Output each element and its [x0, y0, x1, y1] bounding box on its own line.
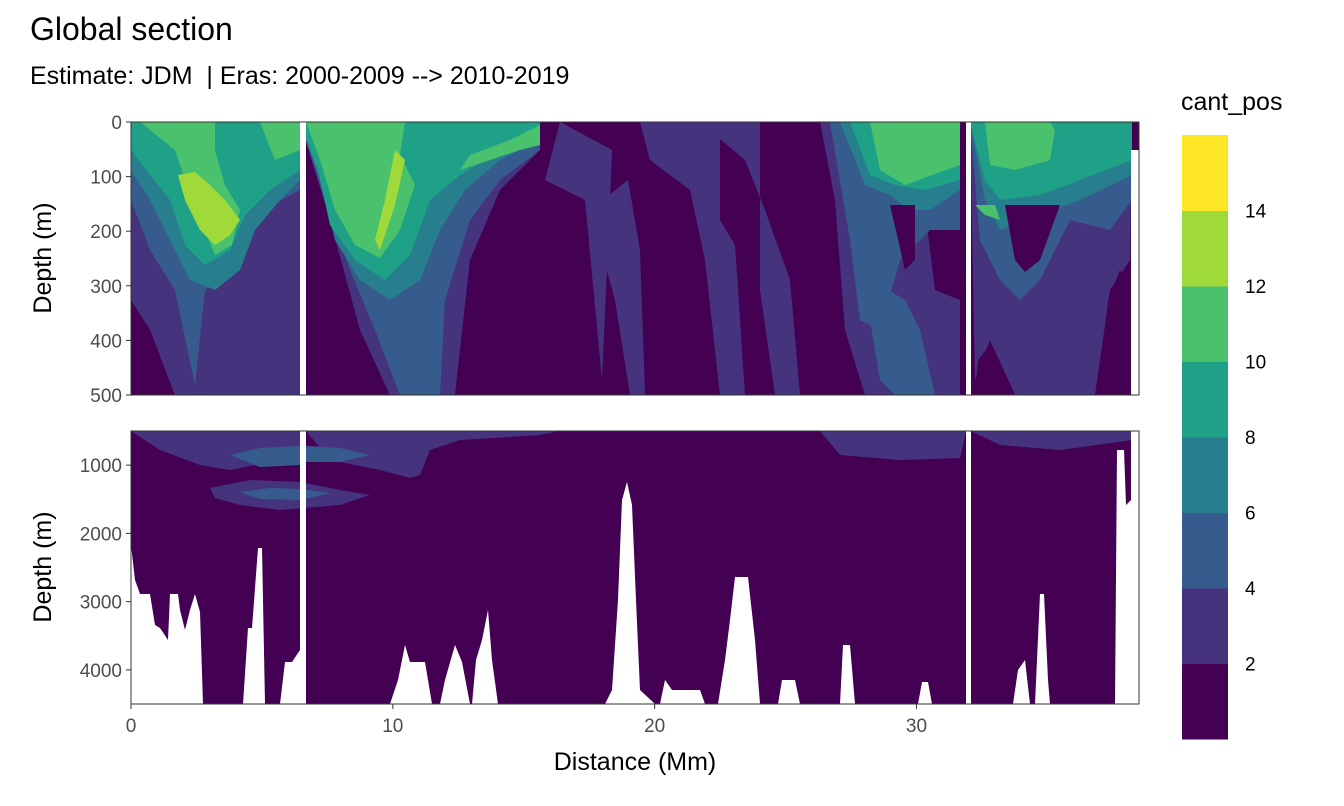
chart-subtitle: Estimate: JDM | Eras: 2000-2009 --> 2010…: [30, 62, 569, 90]
y-axis-title-upper: Depth (m): [29, 202, 57, 313]
y-tick-label: 300: [90, 277, 122, 298]
y-tick-label: 0: [111, 113, 122, 134]
band-level-2-deep: [131, 431, 1132, 510]
legend-label: 14: [1245, 202, 1267, 223]
y-axis-title-lower: Depth (m): [29, 511, 57, 622]
legend-label: 6: [1245, 504, 1256, 525]
panel-lower-field: [131, 431, 1139, 704]
y-tick-label: 400: [90, 331, 122, 352]
legend-swatch: [1182, 210, 1228, 287]
legend-label: 8: [1245, 428, 1256, 449]
y-tick-label: 500: [90, 386, 122, 407]
y-tick-label: 200: [90, 222, 122, 243]
x-tick-label: 20: [644, 716, 665, 737]
y-tick-label: 4000: [80, 661, 122, 682]
panel-upper-border: [130, 121, 1140, 396]
region-low-values: [890, 205, 1132, 395]
gap-2-deep: [966, 431, 971, 704]
chart-title: Global section: [30, 11, 233, 47]
x-tick-label: 10: [382, 716, 403, 737]
x-tick-label: 30: [906, 716, 927, 737]
legend-swatch: [1182, 588, 1228, 664]
y-tick-label: 1000: [80, 456, 122, 477]
panel-upper-field: [131, 122, 1139, 395]
panel-lower-y-axis: 1000 2000 3000 4000: [80, 456, 131, 682]
y-tick-label: 100: [90, 168, 122, 189]
legend-swatch: [1182, 361, 1228, 438]
legend-label: 12: [1245, 277, 1266, 298]
ocean-floor-fill: [131, 431, 1139, 704]
gap-1: [300, 122, 306, 395]
edge-mask: [1131, 150, 1139, 395]
legend-swatch: [1182, 663, 1228, 740]
x-tick-label: 0: [126, 716, 137, 737]
legend-label: 2: [1245, 655, 1256, 676]
gap-1-deep: [300, 431, 306, 704]
band-level-4-deep: [230, 446, 370, 500]
x-axis: 0 10 20 30: [126, 704, 927, 737]
legend-labels: 2 4 6 8 10 12 14: [1245, 202, 1267, 676]
legend-swatch: [1182, 437, 1228, 513]
legend-swatch: [1182, 286, 1228, 362]
legend-swatch: [1182, 512, 1228, 589]
legend: cant_pos 2 4 6 8 10 12 14: [1181, 88, 1282, 740]
legend-colorbar: [1182, 135, 1228, 740]
gap-2: [966, 122, 971, 395]
x-axis-title: Distance (Mm): [554, 748, 717, 776]
legend-label: 10: [1245, 353, 1266, 374]
bottom-topography: [131, 450, 1131, 704]
legend-title: cant_pos: [1181, 88, 1282, 116]
panel-upper-y-axis: 0 100 200 300 400 500: [90, 113, 131, 407]
legend-label: 4: [1245, 579, 1256, 600]
panel-upper: 0 100 200 300 400 500: [90, 113, 1140, 407]
y-tick-label: 2000: [80, 524, 122, 545]
panel-lower: 1000 2000 3000 4000 0 10 20 30: [80, 430, 1140, 737]
band-level-7: [178, 150, 405, 250]
edge-mask-deep: [1131, 431, 1139, 704]
y-tick-label: 3000: [80, 593, 122, 614]
band-level-6: [140, 122, 1055, 258]
legend-swatch: [1182, 135, 1228, 211]
panel-lower-border: [130, 430, 1140, 705]
